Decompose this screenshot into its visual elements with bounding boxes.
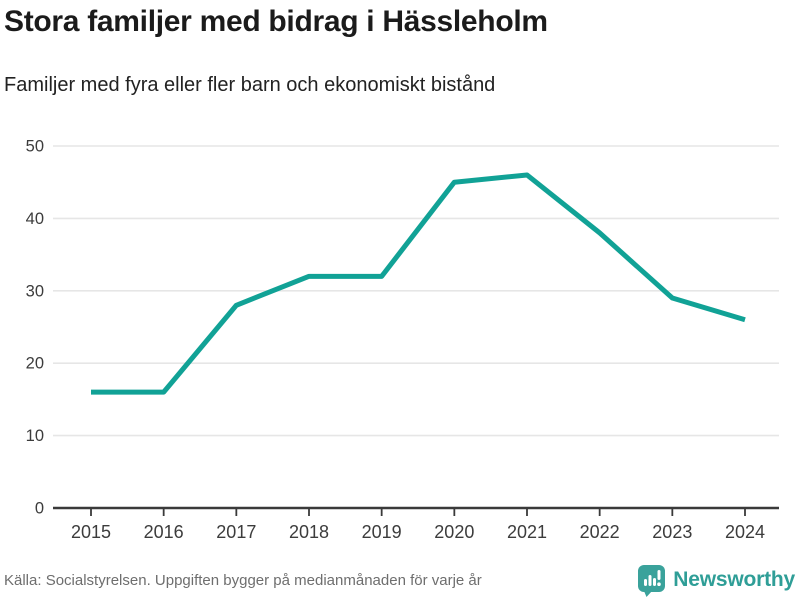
x-tick-label: 2024 (725, 522, 765, 542)
x-tick-label: 2019 (362, 522, 402, 542)
brand-name: Newsworthy (673, 568, 795, 591)
y-tick-label: 0 (35, 500, 44, 518)
x-tick-label: 2015 (71, 522, 111, 542)
y-tick-label: 50 (26, 138, 44, 156)
x-tick-label: 2018 (289, 522, 329, 542)
y-tick-label: 30 (26, 282, 44, 300)
y-tick-label: 40 (26, 210, 44, 228)
chart-footer: Källa: Socialstyrelsen. Uppgiften bygger… (0, 560, 800, 600)
brand-lockup: Newsworthy (637, 564, 795, 597)
x-tick-label: 2016 (144, 522, 184, 542)
chart-title: Stora familjer med bidrag i Hässleholm (4, 5, 548, 38)
source-note: Källa: Socialstyrelsen. Uppgiften bygger… (4, 571, 482, 589)
chart-subtitle: Familjer med fyra eller fler barn och ek… (4, 74, 496, 96)
x-tick-label: 2017 (216, 522, 256, 542)
data-line (91, 172, 746, 395)
line-chart: 0 10 20 30 40 50 2015 2016 2017 2018 2019 2020 2021 2… (26, 138, 779, 542)
x-tick-label: 2023 (652, 522, 692, 542)
x-tick-label: 2021 (507, 522, 547, 542)
y-tick-label: 10 (26, 427, 44, 445)
y-tick-label: 20 (26, 355, 44, 373)
x-tick-label: 2022 (580, 522, 620, 542)
x-tick-label: 2020 (434, 522, 474, 542)
newsworthy-logo-icon (638, 564, 666, 597)
